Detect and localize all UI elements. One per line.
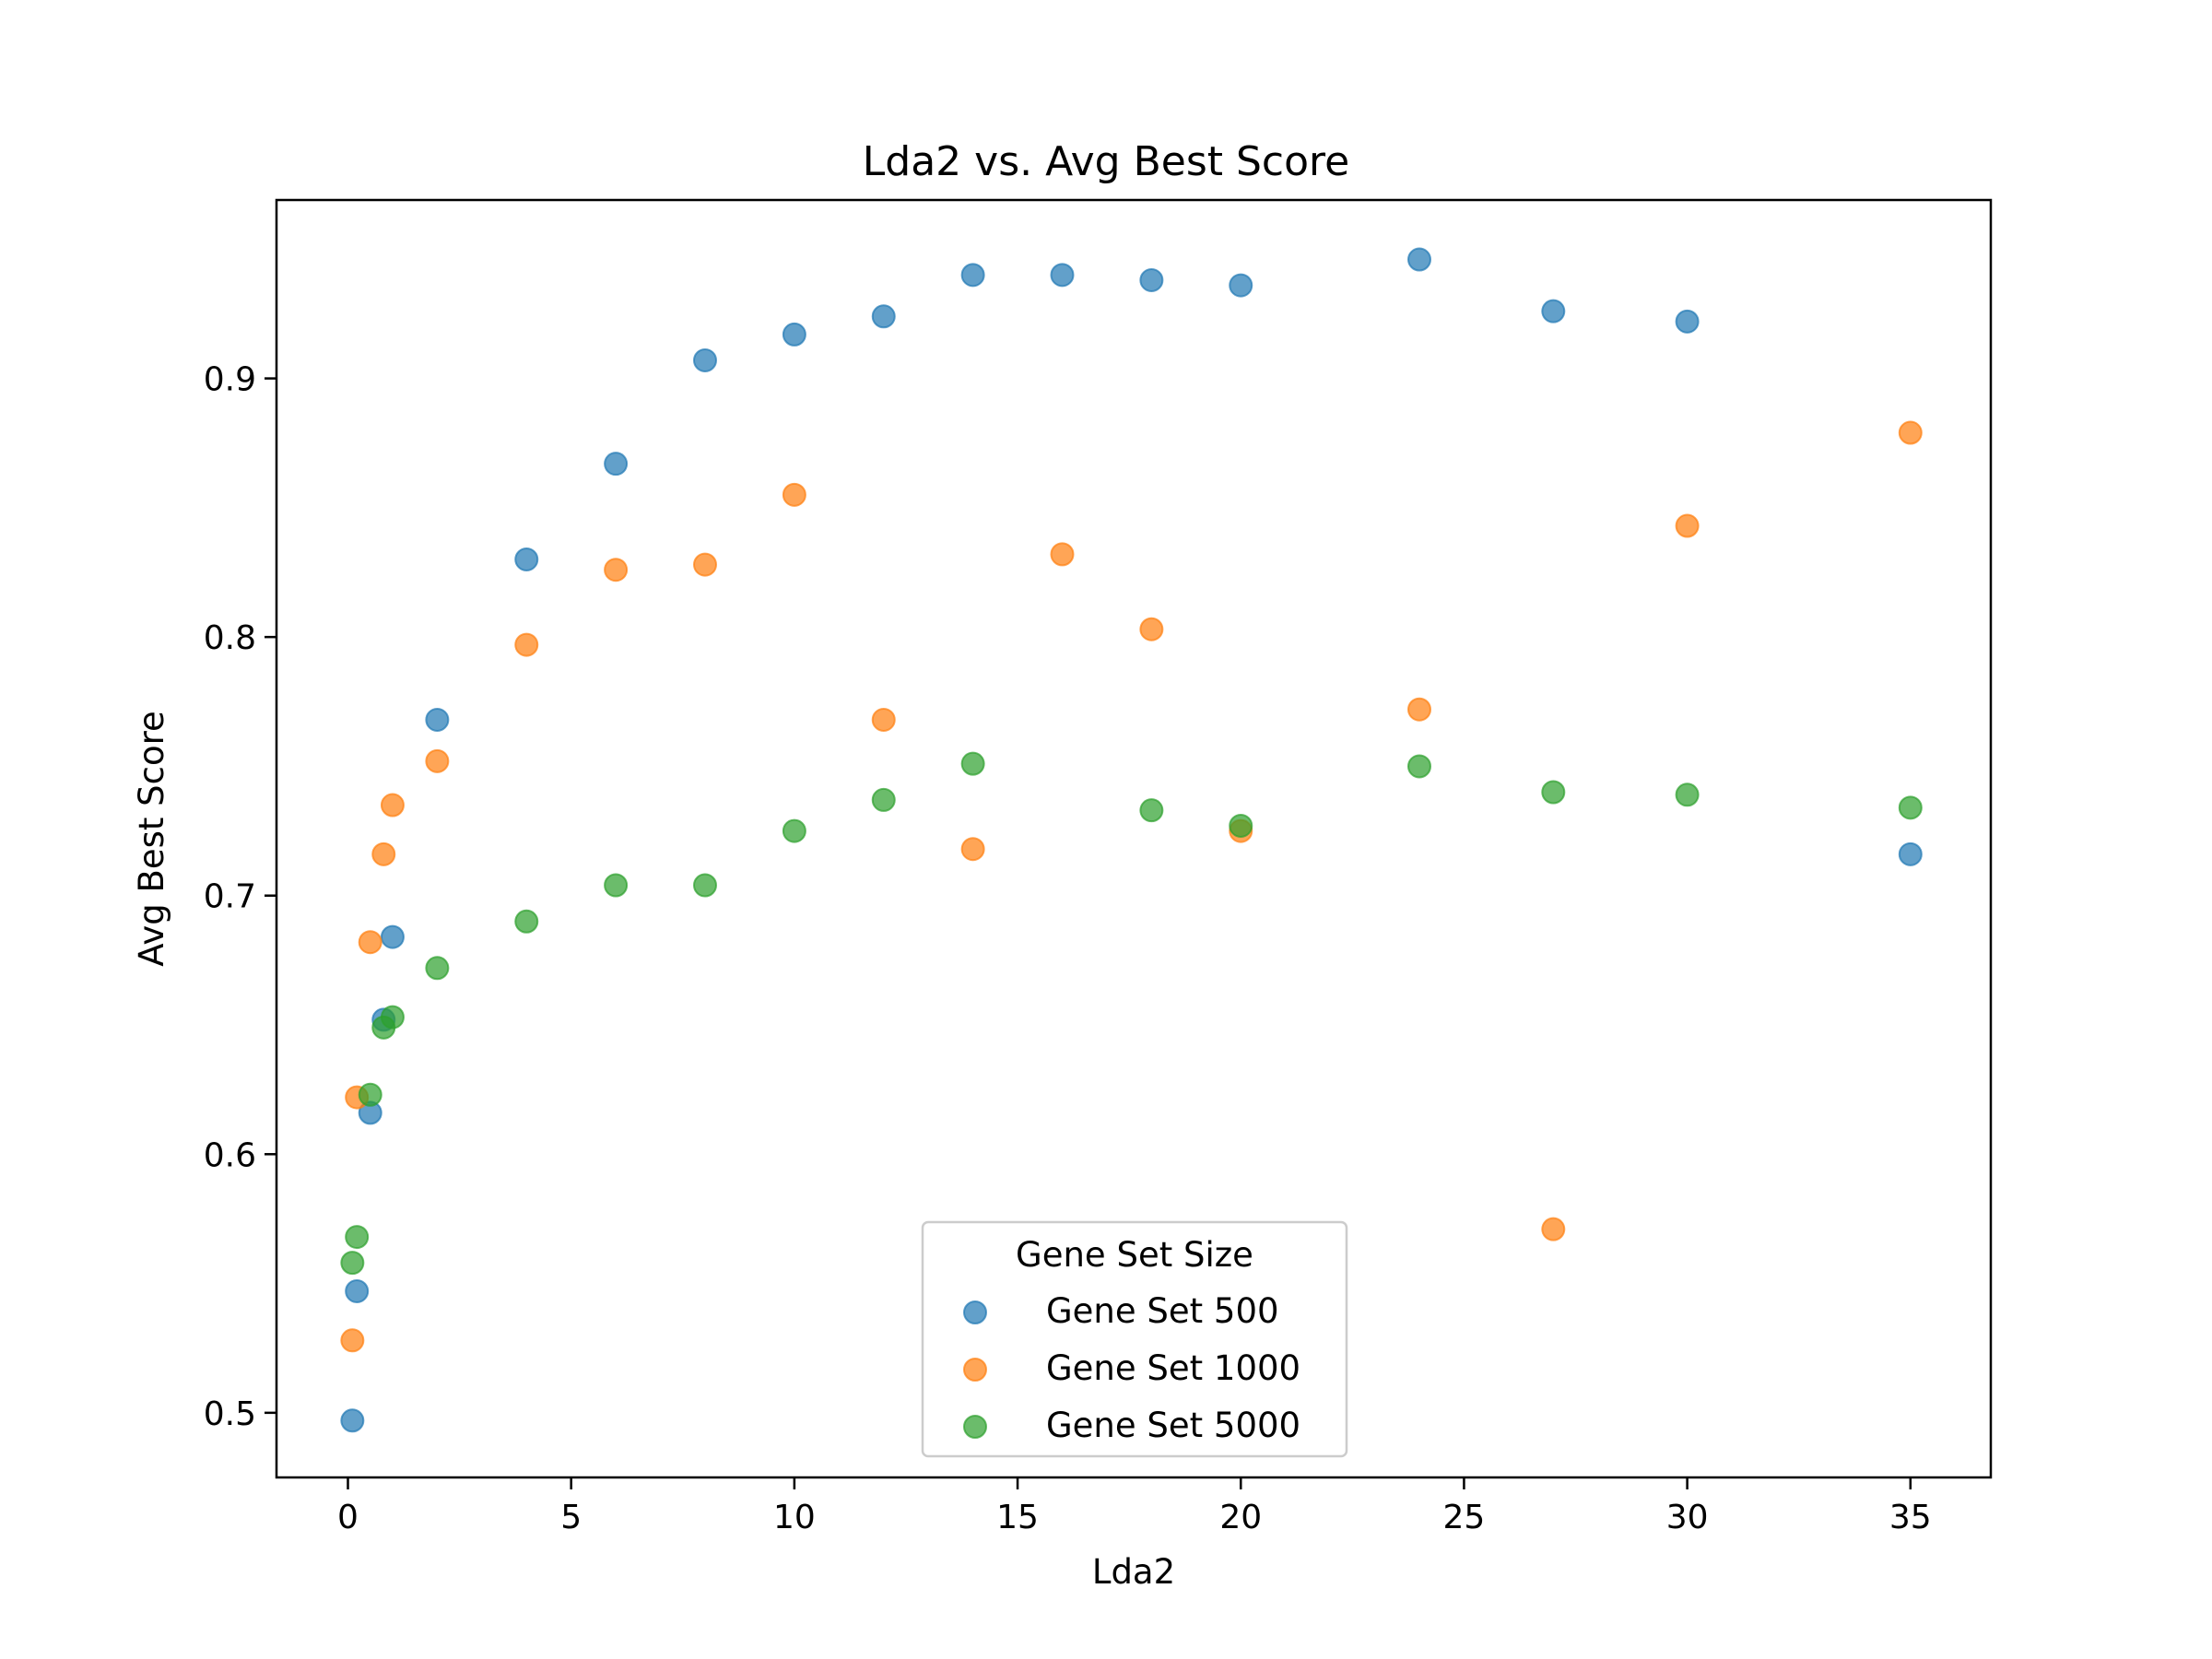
data-point-series-0-17 [1675,309,1700,334]
data-point-series-1-16 [1541,1217,1566,1241]
data-point-series-2-6 [514,909,539,934]
data-point-series-2-7 [604,873,629,898]
data-point-series-0-13 [1139,267,1164,292]
x-axis-ticks: 0 5 10 15 20 25 30 35 [337,1477,1932,1536]
data-point-series-0-11 [960,263,985,288]
y-axis-label: Avg Best Score [132,711,171,967]
data-point-series-0-7 [604,452,629,477]
data-point-series-0-15 [1407,247,1431,272]
data-point-series-1-2 [358,930,382,955]
legend-box [921,1220,1348,1458]
legend: Gene Set Size Gene Set 500 Gene Set 1000… [921,1220,1348,1458]
data-point-series-0-0 [340,1408,365,1433]
data-point-series-0-6 [514,547,539,571]
data-point-series-2-8 [693,873,717,898]
data-point-series-0-18 [1898,841,1923,866]
data-point-series-0-5 [425,707,450,732]
data-point-series-2-2 [358,1082,382,1107]
y-axis-ticks: 0.5 0.6 0.7 0.8 0.9 [204,361,276,1433]
data-point-series-2-0 [340,1251,365,1276]
data-point-series-2-9 [782,818,806,843]
legend-label-gene-set-1000: Gene Set 1000 [1046,1348,1300,1388]
data-point-series-2-14 [1407,754,1431,779]
legend-label-gene-set-5000: Gene Set 5000 [1046,1406,1300,1445]
chart-title: Lda2 vs. Avg Best Score [863,138,1349,185]
data-point-series-0-12 [1050,263,1075,288]
data-point-series-2-15 [1541,780,1566,805]
x-axis-label: Lda2 [1092,1552,1175,1592]
data-point-series-1-7 [604,558,629,582]
data-point-series-1-13 [1139,617,1164,641]
data-point-series-2-13 [1229,813,1253,838]
data-point-series-1-0 [340,1328,365,1353]
data-point-series-0-14 [1229,273,1253,298]
data-point-series-2-12 [1139,798,1164,823]
legend-marker-gene-set-5000 [963,1415,987,1439]
y-tick-label: 0.7 [204,878,256,916]
data-point-series-1-8 [693,552,717,577]
x-tick-label: 20 [1219,1499,1262,1536]
data-point-series-1-17 [1675,513,1700,538]
data-point-series-1-18 [1898,420,1923,445]
data-point-series-0-9 [782,322,806,347]
plot-frame [275,198,1993,1479]
data-point-series-0-4 [380,924,405,949]
data-point-series-1-9 [782,482,806,507]
x-tick-label: 15 [996,1499,1039,1536]
data-point-series-1-6 [514,632,539,657]
y-tick-label: 0.6 [204,1136,256,1174]
data-point-series-1-12 [1050,542,1075,567]
data-point-series-1-10 [871,707,896,732]
x-tick-label: 10 [773,1499,816,1536]
data-point-series-0-10 [871,304,896,329]
data-point-series-2-4 [380,1005,405,1030]
data-point-series-0-8 [693,347,717,372]
data-point-series-2-10 [871,787,896,812]
x-tick-label: 0 [337,1499,359,1536]
x-tick-label: 30 [1666,1499,1709,1536]
data-point-series-1-11 [960,837,985,862]
data-point-series-2-17 [1898,795,1923,820]
data-point-series-2-5 [425,956,450,981]
y-tick-label: 0.9 [204,361,256,399]
data-point-series-1-5 [425,748,450,773]
y-tick-label: 0.5 [204,1395,256,1433]
legend-marker-gene-set-500 [963,1300,987,1324]
data-point-series-0-1 [345,1278,370,1303]
legend-marker-gene-set-1000 [963,1358,987,1382]
legend-title: Gene Set Size [1016,1235,1253,1275]
y-tick-label: 0.8 [204,619,256,657]
data-point-series-0-16 [1541,299,1566,324]
data-point-series-2-16 [1675,782,1700,807]
data-point-series-1-15 [1407,697,1431,722]
data-point-series-2-1 [345,1225,370,1250]
data-point-series-1-3 [371,841,396,866]
x-tick-label: 5 [560,1499,582,1536]
x-tick-label: 25 [1443,1499,1486,1536]
data-point-series-2-11 [960,751,985,776]
legend-label-gene-set-500: Gene Set 500 [1046,1291,1279,1331]
x-tick-label: 35 [1889,1499,1932,1536]
data-points [340,247,1923,1433]
data-point-series-1-4 [380,793,405,818]
